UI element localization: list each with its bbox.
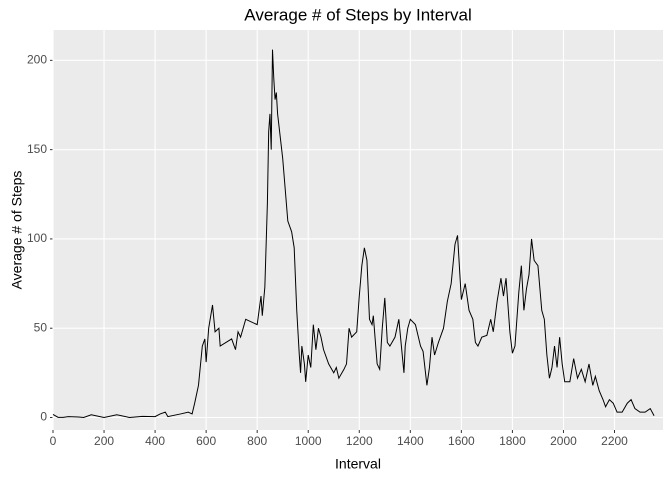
y-tick-label: 0 [40,410,47,424]
y-tick-label: 50 [34,320,48,334]
x-tick-label: 2200 [601,434,628,448]
x-tick-label: 1600 [448,434,475,448]
x-tick-label: 1400 [397,434,424,448]
x-tick-label: 800 [247,434,267,448]
y-tick-label: 100 [27,231,47,245]
x-tick-label: 400 [145,434,165,448]
y-tick-label: 150 [27,142,47,156]
x-tick-label: 0 [50,434,57,448]
x-tick-label: 2000 [550,434,577,448]
y-axis-title: Average # of Steps [9,171,25,290]
x-tick-label: 600 [196,434,216,448]
x-tick-label: 200 [94,434,114,448]
x-tick-label: 1800 [499,434,526,448]
x-tick-label: 1200 [346,434,373,448]
x-axis-title: Interval [335,456,381,472]
chart-title: Average # of Steps by Interval [244,5,471,24]
x-tick-label: 1000 [295,434,322,448]
data-line [52,49,655,419]
y-tick-label: 200 [27,53,47,67]
